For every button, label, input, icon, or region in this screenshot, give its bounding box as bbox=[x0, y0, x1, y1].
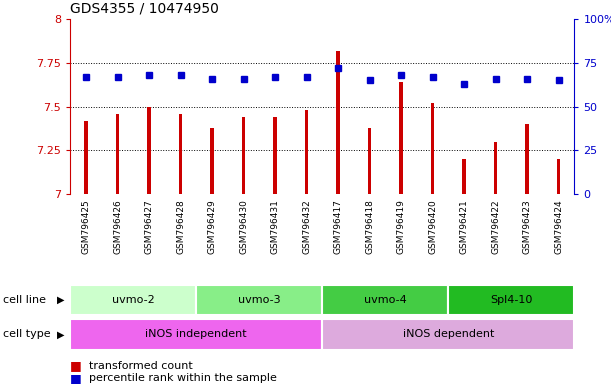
Bar bbox=[494, 142, 497, 194]
Text: GSM796429: GSM796429 bbox=[208, 199, 216, 254]
Bar bbox=[241, 117, 246, 194]
Bar bbox=[305, 110, 309, 194]
Text: GSM796425: GSM796425 bbox=[81, 199, 90, 254]
Text: uvmo-4: uvmo-4 bbox=[364, 295, 407, 305]
Text: GSM796420: GSM796420 bbox=[428, 199, 437, 254]
Text: uvmo-2: uvmo-2 bbox=[112, 295, 155, 305]
Text: Spl4-10: Spl4-10 bbox=[490, 295, 533, 305]
Bar bbox=[115, 114, 119, 194]
Bar bbox=[368, 127, 371, 194]
Text: GSM796424: GSM796424 bbox=[554, 199, 563, 254]
Bar bbox=[178, 114, 183, 194]
Text: ■: ■ bbox=[70, 359, 82, 372]
Text: GSM796426: GSM796426 bbox=[113, 199, 122, 254]
Bar bbox=[70, 319, 323, 350]
Bar bbox=[273, 117, 277, 194]
Bar bbox=[336, 51, 340, 194]
Bar bbox=[323, 319, 574, 350]
Text: iNOS dependent: iNOS dependent bbox=[403, 329, 494, 339]
Text: GSM796431: GSM796431 bbox=[271, 199, 280, 254]
Text: GSM796418: GSM796418 bbox=[365, 199, 374, 254]
Text: ▶: ▶ bbox=[57, 295, 64, 305]
Bar bbox=[525, 124, 529, 194]
Bar bbox=[462, 159, 466, 194]
Bar bbox=[84, 121, 88, 194]
Text: GSM796417: GSM796417 bbox=[334, 199, 343, 254]
Text: GSM796427: GSM796427 bbox=[145, 199, 153, 254]
Text: cell type: cell type bbox=[3, 329, 51, 339]
Text: GSM796428: GSM796428 bbox=[176, 199, 185, 254]
Text: ▶: ▶ bbox=[57, 329, 64, 339]
Text: GDS4355 / 10474950: GDS4355 / 10474950 bbox=[70, 1, 219, 15]
Bar bbox=[399, 82, 403, 194]
Text: GSM796423: GSM796423 bbox=[522, 199, 532, 254]
Text: ■: ■ bbox=[70, 372, 82, 384]
Text: GSM796432: GSM796432 bbox=[302, 199, 311, 254]
Bar bbox=[431, 103, 434, 194]
Text: GSM796422: GSM796422 bbox=[491, 199, 500, 254]
Text: transformed count: transformed count bbox=[89, 361, 192, 371]
Bar bbox=[448, 285, 574, 315]
Bar bbox=[210, 127, 214, 194]
Text: uvmo-3: uvmo-3 bbox=[238, 295, 280, 305]
Bar bbox=[557, 159, 560, 194]
Bar bbox=[70, 285, 196, 315]
Bar bbox=[323, 285, 448, 315]
Text: cell line: cell line bbox=[3, 295, 46, 305]
Text: iNOS independent: iNOS independent bbox=[145, 329, 247, 339]
Text: GSM796430: GSM796430 bbox=[239, 199, 248, 254]
Bar bbox=[147, 107, 151, 194]
Text: GSM796421: GSM796421 bbox=[459, 199, 469, 254]
Text: percentile rank within the sample: percentile rank within the sample bbox=[89, 373, 276, 383]
Bar bbox=[196, 285, 323, 315]
Text: GSM796419: GSM796419 bbox=[397, 199, 406, 254]
